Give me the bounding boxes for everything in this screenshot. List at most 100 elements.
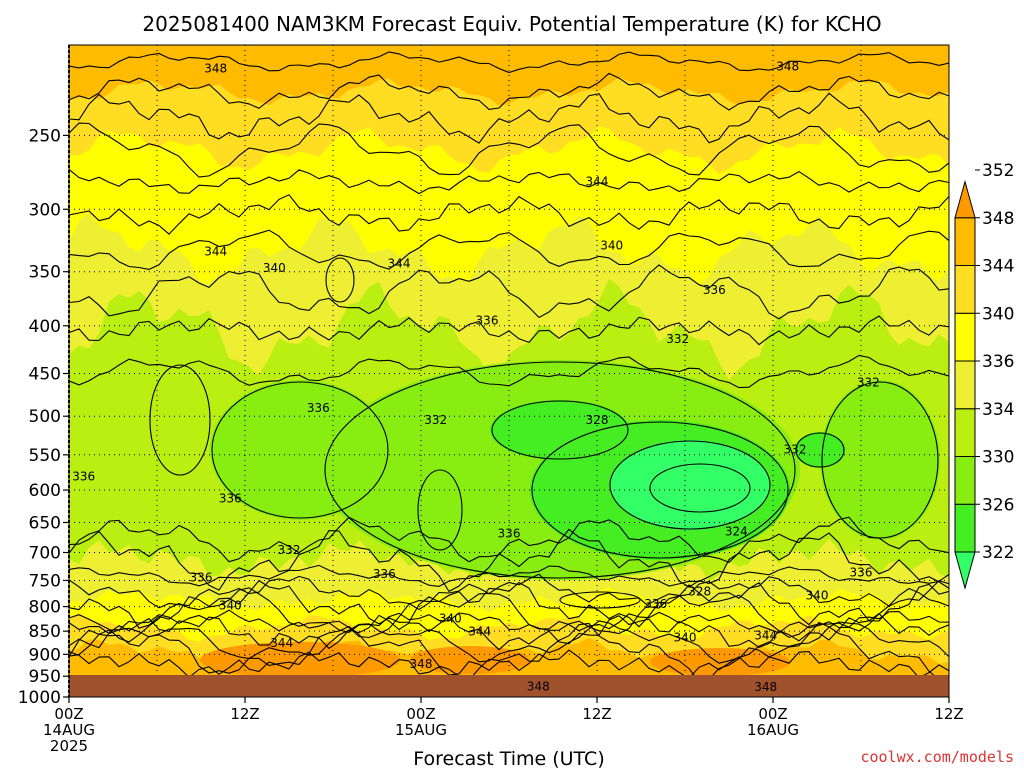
x-tick-label: 00Z	[54, 705, 83, 723]
contour-label: 336	[850, 565, 873, 579]
contour-label: 336	[190, 571, 213, 585]
contour-line-15	[69, 587, 949, 643]
y-tick-label: 300	[29, 200, 61, 220]
fill-region-9	[650, 648, 790, 676]
contour-line-18	[69, 620, 949, 664]
contour-ring-8	[325, 257, 355, 303]
fill-band-340-low	[69, 587, 949, 642]
y-tick-label: 900	[29, 645, 61, 665]
contour-ring-5	[821, 381, 939, 539]
ground-layer	[69, 675, 949, 697]
colorbar-segment	[954, 503, 976, 553]
contour-label: 344	[586, 174, 609, 188]
contour-label: 344	[754, 628, 777, 642]
y-tick-label: 250	[29, 126, 61, 146]
y-tick-label: 400	[29, 317, 61, 337]
colorbar-label: 336	[982, 352, 1014, 372]
contour-ring-0	[324, 361, 796, 579]
colorbar-segment	[954, 312, 976, 362]
contour-line-12	[69, 564, 949, 587]
x-tick-label: 16AUG	[747, 721, 799, 739]
contour-line-10	[69, 516, 949, 564]
contour-label: 348	[776, 60, 799, 74]
y-tick-label: 450	[29, 365, 61, 385]
colorbar: 322 326 330 334 336 340 344 348 352	[954, 161, 1014, 590]
colorbar-segment	[954, 217, 976, 266]
y-axis: 250 300 350 400 450 500 550 600 650 700 750 800 850 9…	[18, 126, 69, 708]
contour-label: 348	[410, 657, 433, 671]
x-axis-label: Forecast Time (UTC)	[413, 748, 604, 768]
fill-region-1	[210, 380, 390, 520]
contour-label: 336	[373, 567, 396, 581]
credit-text: coolwx.com/models	[860, 748, 1014, 766]
contour-label: 328	[688, 585, 711, 599]
contour-label: 340	[674, 630, 697, 644]
colorbar-segment	[954, 456, 976, 505]
y-tick-label: 700	[29, 544, 61, 564]
colorbar-label: 352	[982, 161, 1014, 181]
contour-label: 336	[703, 283, 726, 297]
grid-lines	[69, 45, 949, 697]
colorbar-label: 348	[982, 209, 1014, 229]
colorbar-label: 344	[982, 257, 1014, 277]
y-tick-label: 800	[29, 598, 61, 618]
contour-label: 344	[204, 245, 227, 259]
contour-ring-10	[149, 364, 211, 476]
fill-region-6	[795, 432, 845, 468]
contour-label: 340	[439, 612, 462, 626]
contour-ring-2	[609, 440, 771, 530]
y-tick-label: 850	[29, 622, 61, 642]
contour-label: 340	[600, 238, 623, 252]
contour-label: 348	[754, 680, 777, 694]
fill-region-2	[820, 380, 940, 540]
contour-line-6	[69, 229, 949, 270]
colorbar-bottom-arrow	[954, 551, 976, 590]
contour-lines	[69, 51, 949, 682]
y-tick-label: 950	[29, 667, 61, 687]
contour-ring-11	[559, 591, 641, 609]
colorbar-segment	[954, 360, 976, 410]
contour-label: 348	[527, 680, 550, 694]
contour-ring-3	[649, 463, 751, 513]
colorbar-label: 330	[982, 448, 1014, 468]
x-tick-label: 00Z	[758, 705, 787, 723]
contour-label: 332	[784, 443, 807, 457]
x-tick-label: 15AUG	[395, 721, 447, 739]
colorbar-label: 322	[982, 543, 1014, 563]
x-tick-label: 2025	[50, 737, 88, 755]
contour-label: 336	[644, 597, 667, 611]
contour-label: 344	[468, 625, 491, 639]
y-tick-label: 600	[29, 481, 61, 501]
contour-ring-9	[417, 469, 463, 551]
colorbar-label: 334	[982, 400, 1014, 420]
y-tick-label: 350	[29, 263, 61, 283]
contour-label: 340	[263, 261, 286, 275]
fill-region-8	[410, 646, 530, 674]
y-tick-label: 1000	[18, 688, 61, 708]
x-tick-label: 12Z	[230, 705, 259, 723]
contour-line-11	[69, 528, 949, 593]
colorbar-label: 340	[982, 304, 1014, 324]
contour-ring-4	[211, 381, 389, 519]
y-tick-label: 750	[29, 571, 61, 591]
y-tick-label: 550	[29, 446, 61, 466]
contour-label: 332	[424, 413, 447, 427]
contour-line-16	[69, 609, 949, 635]
contour-line-14	[69, 579, 949, 629]
contour-line-0	[69, 51, 949, 74]
contour-line-1	[69, 72, 949, 111]
contour-label: 340	[219, 599, 242, 613]
x-tick-label: 14AUG	[43, 721, 95, 739]
x-tick-label: 00Z	[406, 705, 435, 723]
colorbar-top-arrow	[954, 179, 976, 219]
contour-label: 340	[806, 588, 829, 602]
contour-label: 336	[307, 401, 330, 415]
y-tick-label: 500	[29, 407, 61, 427]
contour-label: 336	[219, 492, 242, 506]
contour-label: 336	[498, 527, 521, 541]
contour-label: 344	[270, 636, 293, 650]
fill-region-4	[490, 400, 630, 460]
contour-label: 348	[204, 62, 227, 76]
contour-labels: 348 348 344 344 344 340 340 336 336 332 332 336 332 3…	[72, 60, 880, 694]
contour-label: 332	[857, 375, 880, 389]
